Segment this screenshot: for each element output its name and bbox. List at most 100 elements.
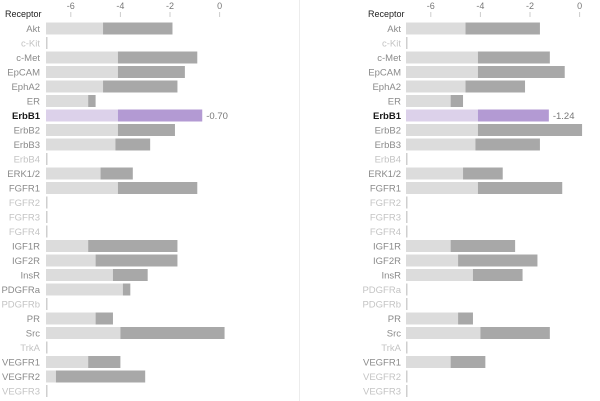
- category-label: VEGFR3: [363, 387, 401, 398]
- bar-segment-dark: [463, 167, 503, 180]
- bar-segment-light: [46, 167, 101, 180]
- category-label: IGF1R: [373, 242, 401, 253]
- bar-baseline: [46, 298, 48, 310]
- bar-segment-light: [406, 240, 451, 252]
- axis-title: Receptor: [5, 9, 42, 19]
- category-label: EphA2: [11, 82, 40, 93]
- bar-segment-dark: [55, 370, 146, 383]
- category-label: c-Met: [377, 53, 401, 64]
- bar-segment-dark: [458, 312, 473, 325]
- bar-segment-light: [46, 66, 118, 78]
- category-label: FGFR2: [9, 198, 40, 209]
- bar-segment-dark: [477, 109, 549, 122]
- category-label: ERK1/2: [368, 169, 401, 180]
- category-label: Akt: [26, 24, 40, 35]
- category-label: ErbB1: [12, 111, 41, 122]
- bar-baseline: [406, 385, 408, 397]
- category-label: InsR: [20, 271, 40, 282]
- bar-segment-dark: [450, 240, 516, 252]
- bar-segment-light: [46, 370, 56, 383]
- bar-segment-light: [46, 356, 89, 368]
- bar-segment-dark: [450, 95, 464, 107]
- bar-segment-light: [406, 66, 478, 78]
- bar-baseline: [46, 153, 48, 165]
- bar-baseline: [406, 37, 408, 49]
- x-tick-label: 0: [577, 1, 582, 11]
- category-label: IGF1R: [12, 242, 40, 253]
- category-label: TrkA: [381, 343, 401, 354]
- bar-segment-dark: [477, 182, 563, 194]
- category-label: ER: [27, 97, 40, 108]
- bar-segment-dark: [472, 269, 523, 281]
- category-label: EphA2: [372, 82, 401, 93]
- x-tick-label: 0: [217, 1, 222, 11]
- bar-baseline: [406, 341, 408, 354]
- selected-value-label: -1.24: [553, 111, 575, 122]
- category-label: PDGFRb: [362, 300, 401, 311]
- bar-segment-dark: [117, 51, 198, 64]
- bar-segment-dark: [465, 80, 526, 93]
- bar-segment-light: [406, 254, 459, 267]
- bar-baseline: [406, 283, 408, 296]
- category-label: Src: [26, 329, 41, 340]
- category-label: FGFR4: [370, 227, 401, 238]
- bar-segment-dark: [117, 124, 175, 136]
- bar-segment-dark: [88, 240, 178, 252]
- bar-segment-dark: [480, 327, 550, 339]
- bar-segment-light: [46, 138, 116, 151]
- category-label: PDGFRb: [1, 300, 40, 311]
- bar-baseline: [46, 225, 48, 238]
- bar-baseline: [46, 37, 48, 49]
- bar-baseline: [46, 341, 48, 354]
- bar-segment-dark: [477, 124, 583, 136]
- bar-segment-dark: [477, 51, 550, 64]
- bar-segment-dark: [120, 327, 225, 339]
- bar-segment-light: [406, 109, 478, 122]
- bar-segment-light: [406, 51, 478, 64]
- category-label: VEGFR2: [2, 372, 40, 383]
- bar-segment-light: [406, 269, 473, 281]
- category-label: Src: [387, 329, 402, 340]
- bar-segment-dark: [117, 182, 198, 194]
- bar-segment-light: [46, 95, 89, 107]
- bar-segment-light: [46, 124, 118, 136]
- bar-segment-light: [406, 356, 451, 368]
- bar-segment-dark: [117, 109, 203, 122]
- category-label: IGF2R: [12, 256, 40, 267]
- category-label: IGF2R: [373, 256, 401, 267]
- category-label: ErbB2: [14, 126, 40, 137]
- category-label: ErbB2: [375, 126, 401, 137]
- category-label: ErbB4: [14, 155, 40, 166]
- x-tick-label: -4: [476, 1, 484, 11]
- bar-segment-light: [46, 80, 104, 93]
- bar-segment-light: [406, 22, 466, 35]
- category-label: ErbB1: [373, 111, 402, 122]
- bar-segment-light: [46, 327, 121, 339]
- axis-title: Receptor: [368, 9, 405, 19]
- bar-baseline: [406, 153, 408, 165]
- category-label: VEGFR2: [363, 372, 401, 383]
- bar-segment-light: [46, 312, 96, 325]
- bar-segment-light: [406, 182, 478, 194]
- bar-baseline: [406, 196, 408, 209]
- bar-segment-dark: [88, 95, 96, 107]
- bar-segment-dark: [103, 80, 178, 93]
- bar-segment-dark: [95, 254, 178, 267]
- bar-segment-light: [46, 109, 118, 122]
- bar-segment-dark: [100, 167, 133, 180]
- bar-segment-light: [406, 138, 476, 151]
- bar-baseline: [406, 298, 408, 310]
- x-tick-label: -4: [116, 1, 124, 11]
- bar-segment-light: [406, 80, 466, 93]
- bar-baseline: [406, 370, 408, 383]
- bar-baseline: [46, 196, 48, 209]
- category-label: Akt: [387, 24, 401, 35]
- category-label: VEGFR3: [2, 387, 40, 398]
- bar-segment-dark: [103, 22, 173, 35]
- bar-segment-dark: [477, 66, 565, 78]
- bar-segment-dark: [88, 356, 121, 368]
- bar-segment-light: [46, 51, 118, 64]
- bar-segment-dark: [95, 312, 113, 325]
- category-label: PR: [388, 314, 401, 325]
- bar-segment-dark: [122, 283, 131, 296]
